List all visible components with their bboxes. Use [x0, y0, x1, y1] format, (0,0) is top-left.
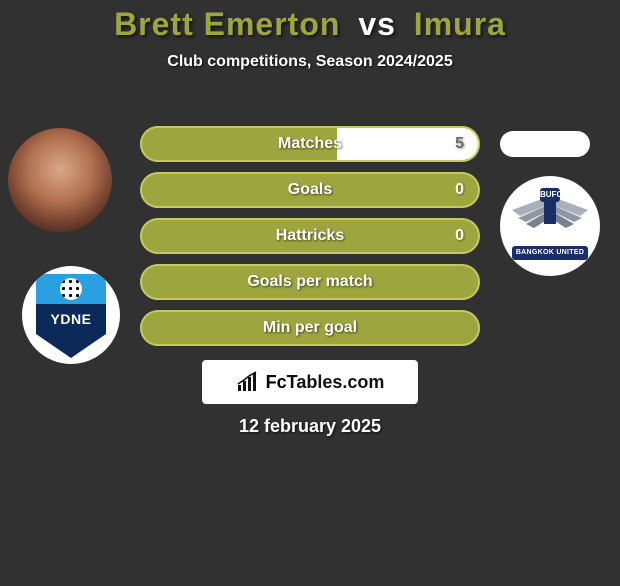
- stat-row: Goals 0: [140, 172, 480, 208]
- subtitle: Club competitions, Season 2024/2025: [0, 53, 620, 71]
- stat-label: Goals: [288, 181, 332, 199]
- stat-row: Min per goal: [140, 310, 480, 346]
- brand-pre: Fc: [266, 372, 287, 392]
- page-title: Brett Emerton vs Imura: [0, 6, 620, 43]
- brand-badge: FcTables.com: [202, 360, 418, 404]
- player2-stat-pill: [500, 131, 590, 157]
- stat-row: Matches 5: [140, 126, 480, 162]
- stat-label: Min per goal: [263, 319, 357, 337]
- wings-icon: BUFC BANGKOK UNITED: [506, 188, 594, 260]
- date-label: 12 february 2025: [0, 416, 620, 437]
- stat-label: Matches: [278, 135, 342, 153]
- stat-label: Hattricks: [276, 227, 344, 245]
- player2-name: Imura: [414, 6, 506, 42]
- stats-panel: Matches 5 Goals 0 Hattricks 0 Goals per match M…: [140, 126, 480, 356]
- bar-chart-icon: [236, 371, 260, 393]
- stat-row: Goals per match: [140, 264, 480, 300]
- stat-label: Goals per match: [247, 273, 372, 291]
- brand-post: Tables.com: [287, 372, 385, 392]
- player1-club-badge: YDNE: [22, 266, 120, 364]
- club2-band-text: BANGKOK UNITED: [512, 246, 588, 260]
- player1-name: Brett Emerton: [114, 6, 340, 42]
- stat-value: 0: [455, 181, 464, 199]
- club-badge-text: YDNE: [36, 304, 106, 334]
- club2-bar-text: BUFC: [540, 188, 560, 202]
- player1-photo: [8, 128, 112, 232]
- vs-label: vs: [358, 6, 396, 42]
- stat-value: 5: [455, 135, 464, 153]
- brand-text: FcTables.com: [266, 372, 385, 393]
- stat-value: 0: [455, 227, 464, 245]
- player2-club-badge: BUFC BANGKOK UNITED: [500, 176, 600, 276]
- stat-row: Hattricks 0: [140, 218, 480, 254]
- shield-icon: YDNE: [36, 274, 106, 358]
